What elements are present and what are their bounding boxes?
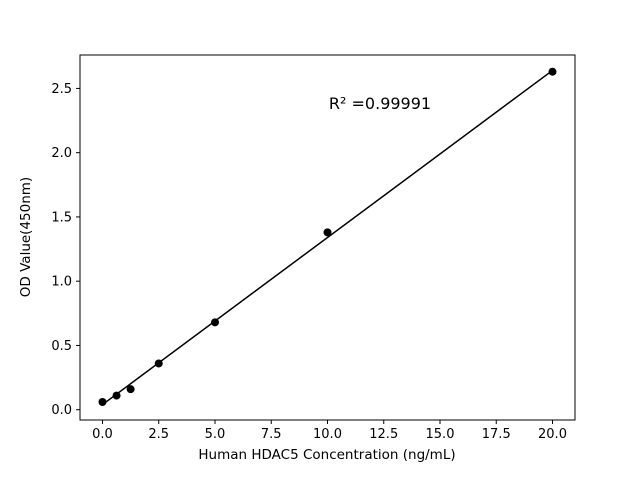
x-tick-label: 17.5	[482, 427, 511, 442]
data-point	[323, 228, 332, 237]
x-tick-label: 10.0	[313, 427, 342, 442]
x-tick-label: 12.5	[369, 427, 398, 442]
data-point	[112, 391, 121, 400]
r-squared-annotation: R² =0.99991	[329, 94, 431, 113]
y-tick-label: 2.0	[51, 146, 72, 161]
x-tick-label: 5.0	[205, 427, 226, 442]
y-tick-label: 1.5	[51, 210, 72, 225]
data-point	[98, 398, 107, 407]
x-tick-label: 20.0	[538, 427, 567, 442]
y-tick-label: 2.5	[51, 82, 72, 97]
fit-line	[102, 69, 553, 406]
x-axis-label: Human HDAC5 Concentration (ng/mL)	[198, 447, 455, 463]
y-tick-label: 1.0	[51, 275, 72, 290]
x-tick-label: 2.5	[148, 427, 169, 442]
x-tick-label: 0.0	[92, 427, 113, 442]
data-point	[126, 385, 135, 394]
plot-area: 0.0 2.5 5.0 7.5 10.0 12.5 15.0 17.5 20.0 0.0 0.5 1.…	[51, 54, 576, 442]
data-point	[154, 359, 163, 368]
x-tick-label: 7.5	[261, 427, 282, 442]
data-point	[211, 318, 219, 327]
data-point	[548, 67, 557, 76]
x-tick-label: 15.0	[426, 427, 455, 442]
y-tick-label: 0.5	[51, 339, 72, 354]
y-tick-label: 0.0	[51, 403, 72, 418]
y-axis-label: OD Value(450nm)	[18, 177, 34, 297]
